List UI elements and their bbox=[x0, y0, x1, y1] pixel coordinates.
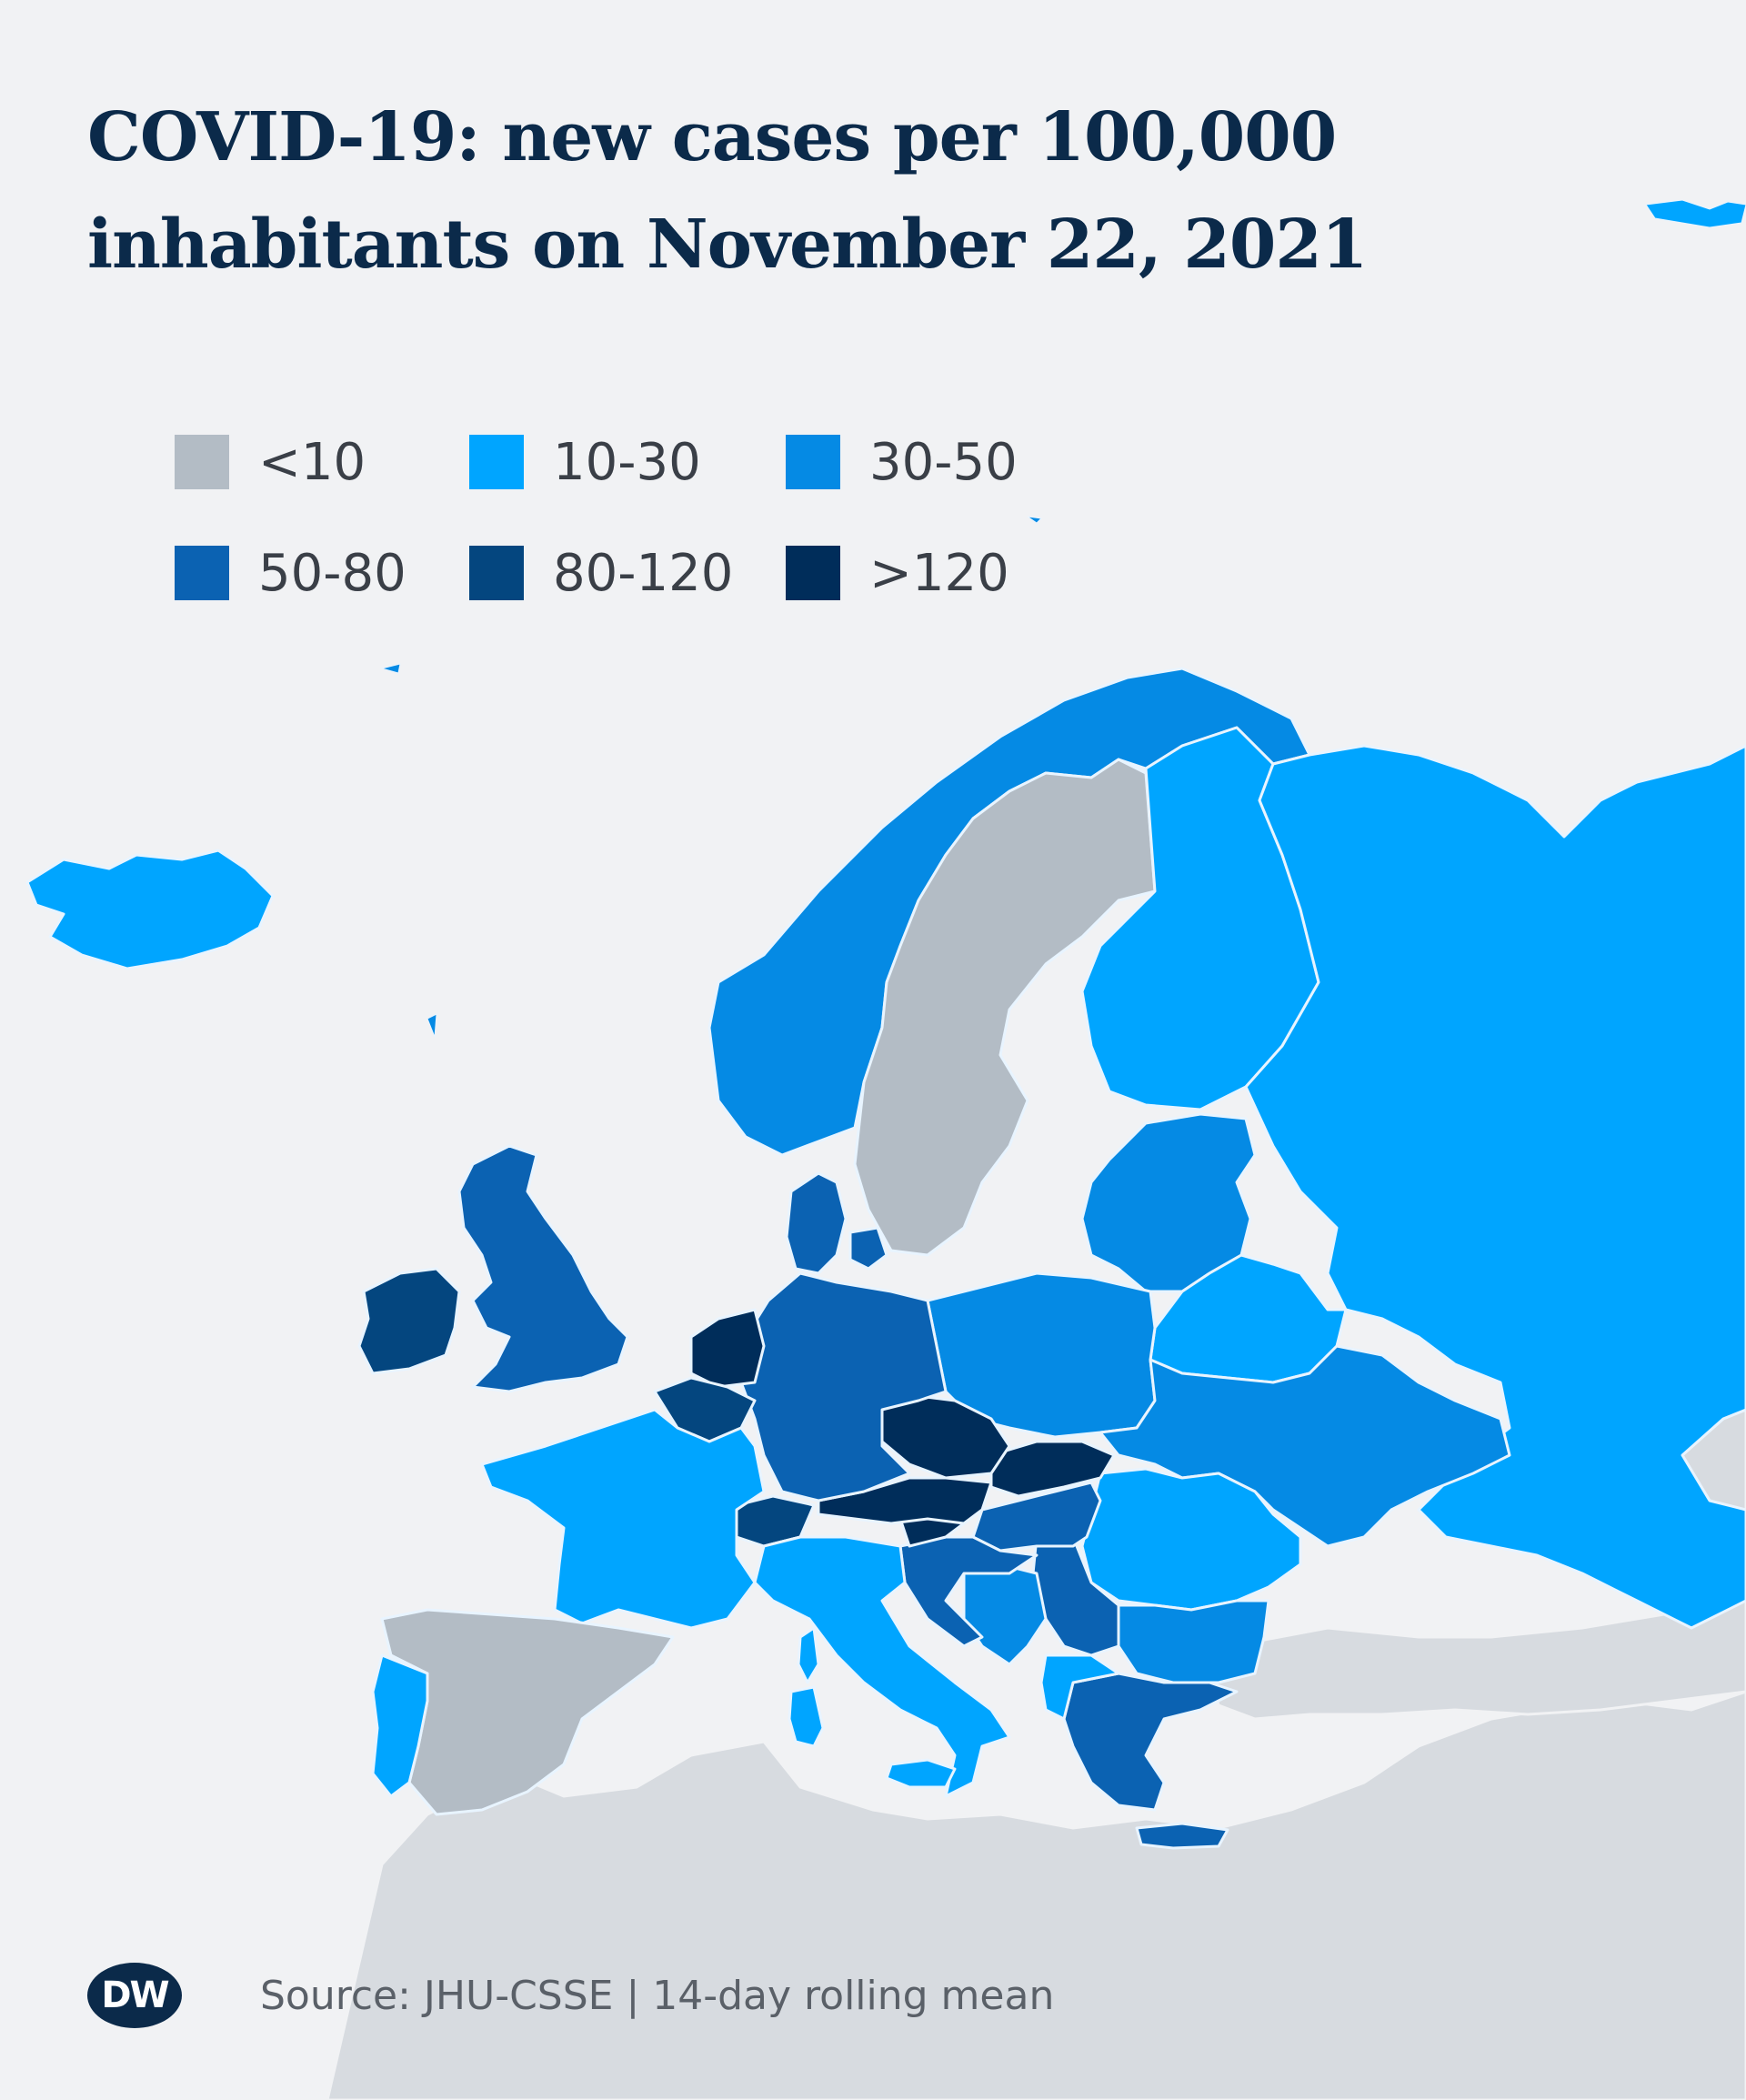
region-france bbox=[480, 1408, 766, 1630]
region-netherlands bbox=[689, 1308, 766, 1389]
legend-swatch bbox=[469, 546, 524, 600]
legend-item-30-50: 30-50 bbox=[786, 432, 1018, 492]
legend-swatch bbox=[175, 435, 229, 489]
region-ireland bbox=[357, 1267, 461, 1375]
region-ukraine bbox=[1099, 1344, 1511, 1548]
title-line-2: inhabitants on November 22, 2021 bbox=[87, 206, 1368, 284]
region-sardinia bbox=[788, 1685, 825, 1748]
legend-label: 30-50 bbox=[869, 432, 1018, 492]
legend-swatch bbox=[175, 546, 229, 600]
title-line-1: COVID-19: new cases per 100,000 bbox=[87, 98, 1337, 176]
region-sweden bbox=[853, 758, 1157, 1257]
legend-label: >120 bbox=[869, 543, 1009, 603]
source-note: Source: JHU-CSSE | 14-day rolling mean bbox=[260, 1972, 1055, 2019]
legend-label: 50-80 bbox=[258, 543, 406, 603]
region-albania-macedonia bbox=[1039, 1653, 1120, 1721]
region-italy bbox=[753, 1535, 1011, 1798]
legend-swatch bbox=[786, 546, 840, 600]
region-great-britain bbox=[457, 1144, 629, 1393]
region-slovakia bbox=[989, 1440, 1116, 1498]
region-denmark bbox=[785, 1171, 848, 1275]
map-title: COVID-19: new cases per 100,000 inhabita… bbox=[87, 84, 1506, 298]
region-zealand bbox=[848, 1226, 888, 1271]
legend-swatch bbox=[469, 435, 524, 489]
no-data-land bbox=[326, 1408, 1746, 2100]
legend-label: <10 bbox=[258, 432, 366, 492]
footer: DW Source: JHU-CSSE | 14-day rolling mea… bbox=[87, 1963, 1054, 2028]
region-romania-moldova bbox=[1080, 1467, 1302, 1612]
region-sicily bbox=[885, 1758, 957, 1789]
legend-item-80-120: 80-120 bbox=[469, 543, 734, 603]
legend-label: 10-30 bbox=[553, 432, 701, 492]
region-portugal bbox=[371, 1653, 429, 1798]
region-greece bbox=[1062, 1672, 1239, 1812]
legend-item-50-80: 50-80 bbox=[175, 543, 406, 603]
small-islands bbox=[380, 199, 1746, 1038]
region-russia bbox=[1244, 744, 1746, 1630]
region-austria bbox=[817, 1476, 993, 1525]
region-croatia bbox=[898, 1535, 1039, 1648]
region-iceland bbox=[25, 849, 275, 970]
legend-item-gt120: >120 bbox=[786, 543, 1009, 603]
legend-item-lt10: <10 bbox=[175, 432, 366, 492]
region-bosnia-montenegro bbox=[962, 1562, 1048, 1666]
region-corsica bbox=[797, 1626, 820, 1684]
legend-item-10-30: 10-30 bbox=[469, 432, 701, 492]
dw-logo: DW bbox=[87, 1963, 182, 2028]
region-crete bbox=[1135, 1822, 1229, 1850]
legend-label: 80-120 bbox=[553, 543, 734, 603]
region-czechia bbox=[880, 1394, 1011, 1480]
region-bulgaria bbox=[1117, 1599, 1270, 1684]
region-norway bbox=[707, 667, 1311, 1157]
legend-swatch bbox=[786, 435, 840, 489]
